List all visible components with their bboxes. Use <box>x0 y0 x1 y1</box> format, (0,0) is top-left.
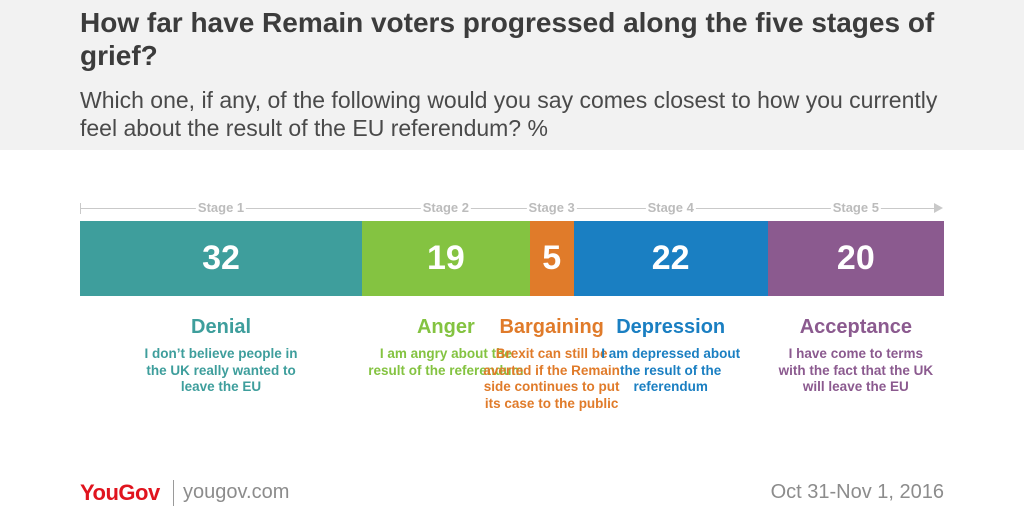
bar-value-label: 20 <box>836 239 875 277</box>
category-description: I am angry about the result of the refer… <box>368 346 524 378</box>
bar-value-label: 22 <box>651 239 690 277</box>
bar-segment-anger: 19 <box>362 221 530 296</box>
stage-label: Stage 3 <box>526 200 577 215</box>
bar-value-label: 32 <box>202 239 240 277</box>
stage-label: Stage 5 <box>830 200 881 215</box>
bar-segment-acceptance: 20 <box>767 221 944 296</box>
bar-segment-denial: 32 <box>80 221 363 296</box>
category-description: I have come to terms with the fact that … <box>778 346 934 394</box>
bar-segment-bargaining: 5 <box>529 221 574 296</box>
chart-subtitle: Which one, if any, of the following woul… <box>80 87 938 141</box>
category-name: Acceptance <box>799 316 912 338</box>
yougov-logo: YouGov <box>80 480 160 505</box>
stage-label: Stage 2 <box>420 200 471 215</box>
category-anger: Anger I am angry about the result of the … <box>366 314 526 379</box>
category-acceptance: Acceptance I have come to terms with the … <box>776 314 936 396</box>
category-name: Bargaining <box>499 316 604 338</box>
header-panel: How far have Remain voters progressed al… <box>0 0 1024 150</box>
arrow-right-icon <box>934 203 943 213</box>
site-link[interactable]: yougov.com <box>183 481 290 503</box>
category-name: Anger <box>416 316 475 338</box>
category-description: Brexit can still be averted if the Remai… <box>483 346 620 411</box>
survey-date: Oct 31-Nov 1, 2016 <box>770 481 944 503</box>
category-description: I don’t believe people in the UK really … <box>144 346 298 394</box>
category-name: Depression <box>616 316 726 338</box>
bar-value-label: 19 <box>426 239 465 277</box>
bar-segment-depression: 22 <box>573 221 768 296</box>
bar-value-label: 5 <box>542 239 562 277</box>
category-depression: Depression I am depressed about the resul… <box>591 314 751 396</box>
stage-axis-start-tick <box>80 203 81 214</box>
category-description: I am depressed about the result of the r… <box>601 346 741 394</box>
category-name: Denial <box>191 316 252 338</box>
stage-axis-line <box>80 208 936 209</box>
stage-label: Stage 4 <box>645 200 696 215</box>
stage-label: Stage 1 <box>195 200 247 215</box>
category-denial: Denial I don’t believe people in the UK r… <box>141 314 301 396</box>
footer-divider <box>173 480 174 506</box>
category-bargaining: Bargaining Brexit can still be averted if… <box>477 314 627 412</box>
chart-title: How far have Remain voters progressed al… <box>80 7 935 71</box>
